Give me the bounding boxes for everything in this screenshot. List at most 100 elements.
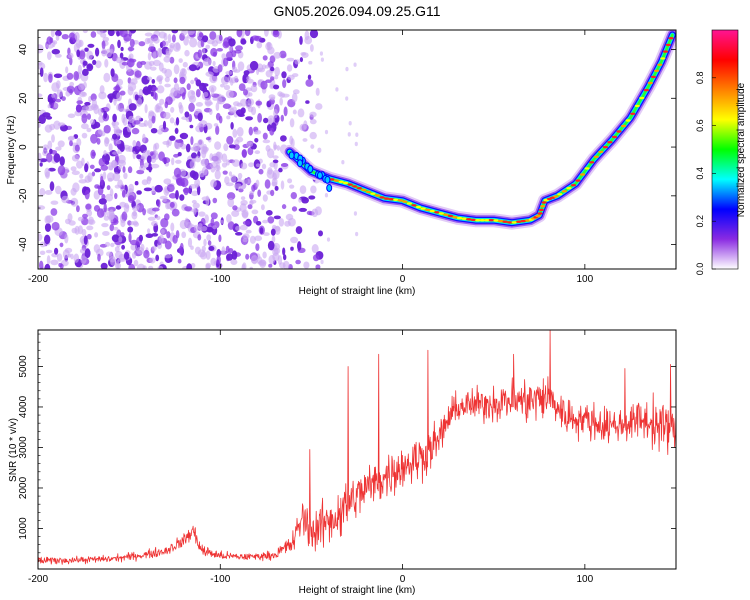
heatmap-noise-cell	[138, 234, 143, 242]
heatmap-noise-cell	[66, 85, 75, 94]
heatmap-noise-cell	[303, 120, 308, 130]
heatmap-noise-cell	[81, 132, 88, 139]
heatmap-noise-cell	[67, 213, 73, 222]
heatmap-noise-cell	[272, 159, 279, 164]
heatmap-noise-cell	[326, 237, 331, 242]
heatmap-noise-cell	[170, 106, 175, 113]
heatmap-noise-cell	[257, 113, 262, 123]
heatmap-noise-cell	[134, 70, 142, 78]
heatmap-noise-cell	[251, 35, 260, 41]
heatmap-noise-cell	[162, 198, 167, 203]
heatmap-noise-cell	[166, 140, 170, 148]
heatmap-noise-cell	[282, 260, 290, 269]
ridge-peak	[540, 205, 546, 208]
heatmap-noise-cell	[198, 211, 206, 217]
heatmap-noise-cell	[231, 250, 238, 260]
heatmap-noise-cell	[94, 168, 102, 173]
heatmap-noise-cell	[135, 115, 142, 121]
heatmap-noise-cell	[100, 175, 104, 186]
heatmap-noise-cell	[294, 59, 301, 65]
heatmap-noise-cell	[286, 64, 293, 72]
heatmap-noise-cell	[221, 53, 226, 60]
heatmap-noise-cell	[245, 253, 250, 260]
heatmap-noise-cell	[206, 39, 215, 45]
heatmap-noise-cell	[232, 205, 238, 211]
ridge-peak	[402, 200, 408, 203]
heatmap-noise-cell	[269, 162, 276, 168]
heatmap-noise-cell	[113, 125, 120, 135]
heatmap-noise-cell	[290, 246, 294, 251]
heatmap-noise-cell	[186, 30, 195, 36]
heatmap-noise-cell	[135, 140, 141, 150]
heatmap-noise-cell	[55, 80, 61, 89]
heatmap-noise-cell	[355, 132, 359, 137]
heatmap-noise-cell	[151, 207, 160, 212]
heatmap-noise-cell	[128, 103, 137, 111]
heatmap-noise-cell	[144, 104, 148, 114]
heatmap-noise-cell	[175, 159, 182, 164]
heatmap-noise-cell	[230, 259, 238, 265]
heatmap-noise-cell	[115, 153, 119, 163]
ridge-peak	[607, 141, 613, 144]
heatmap-noise-cell	[234, 49, 242, 54]
heatmap-noise-cell	[223, 57, 229, 67]
heatmap-noise-cell	[95, 60, 102, 69]
heatmap-x-tick-label: 0	[400, 274, 406, 285]
heatmap-noise-cell	[201, 48, 206, 55]
heatmap-noise-cell	[73, 71, 79, 81]
heatmap-noise-cell	[160, 229, 165, 235]
ridge-peak	[589, 161, 595, 164]
heatmap-noise-cell	[74, 31, 80, 41]
heatmap-noise-cell	[181, 68, 186, 74]
heatmap-noise-cell	[109, 48, 114, 54]
snr-y-tick-label: 3000	[18, 436, 29, 459]
heatmap-noise-cell	[98, 198, 107, 205]
heatmap-noise-cell	[345, 66, 349, 72]
heatmap-noise-cell	[240, 162, 248, 170]
heatmap-noise-cell	[110, 258, 117, 266]
heatmap-noise-cell	[291, 92, 298, 103]
heatmap-noise-cell	[210, 179, 217, 188]
heatmap-noise-cell	[162, 120, 167, 130]
heatmap-noise-cell	[76, 160, 83, 169]
heatmap-noise-cell	[272, 155, 279, 159]
colorbar-tick-label: 0.0	[695, 263, 705, 276]
heatmap-noise-cell	[74, 144, 80, 152]
heatmap-noise-cell	[221, 153, 228, 163]
heatmap-noise-cell	[65, 66, 69, 74]
heatmap-noise-cell	[223, 84, 231, 91]
colorbar-gradient	[712, 30, 738, 269]
heatmap-noise-cell	[161, 40, 166, 47]
ridge-peak	[665, 43, 671, 47]
colorbar-label: Normalized spectral amplitude	[736, 82, 747, 217]
heatmap-noise-cell	[307, 74, 312, 80]
heatmap-noise-cell	[89, 164, 95, 169]
heatmap-noise-cell	[111, 234, 120, 243]
heatmap-noise-cell	[106, 185, 111, 191]
heatmap-noise-cell	[46, 255, 51, 265]
heatmap-noise-cell	[112, 172, 121, 182]
heatmap-noise-cell	[243, 89, 248, 96]
heatmap-noise-cell	[178, 245, 183, 255]
heatmap-noise-cell	[205, 71, 214, 77]
heatmap-noise-cell	[164, 240, 172, 250]
ridge-peak	[361, 188, 367, 192]
heatmap-noise-cell	[49, 123, 55, 131]
heatmap-noise-cell	[55, 185, 62, 195]
heatmap-noise-cell	[315, 264, 321, 269]
heatmap-noise-cell	[81, 123, 89, 130]
snr-frame	[37, 329, 677, 570]
heatmap-noise-cell	[151, 79, 156, 84]
heatmap-noise-cell	[242, 233, 250, 240]
heatmap-noise-cell	[45, 43, 54, 49]
heatmap-noise-cell	[264, 30, 269, 37]
heatmap-noise-cell	[175, 117, 180, 126]
heatmap-noise-cell	[164, 83, 171, 88]
heatmap-noise-cell	[226, 51, 233, 60]
snr-y-label: SNR (10 * v/v)	[8, 418, 19, 482]
heatmap-noise-cell	[262, 251, 267, 259]
heatmap-noise-cell	[185, 143, 191, 153]
heatmap-noise-cell	[86, 209, 93, 217]
heatmap-noise-cell	[51, 221, 60, 231]
heatmap-noise-cell	[232, 106, 238, 114]
